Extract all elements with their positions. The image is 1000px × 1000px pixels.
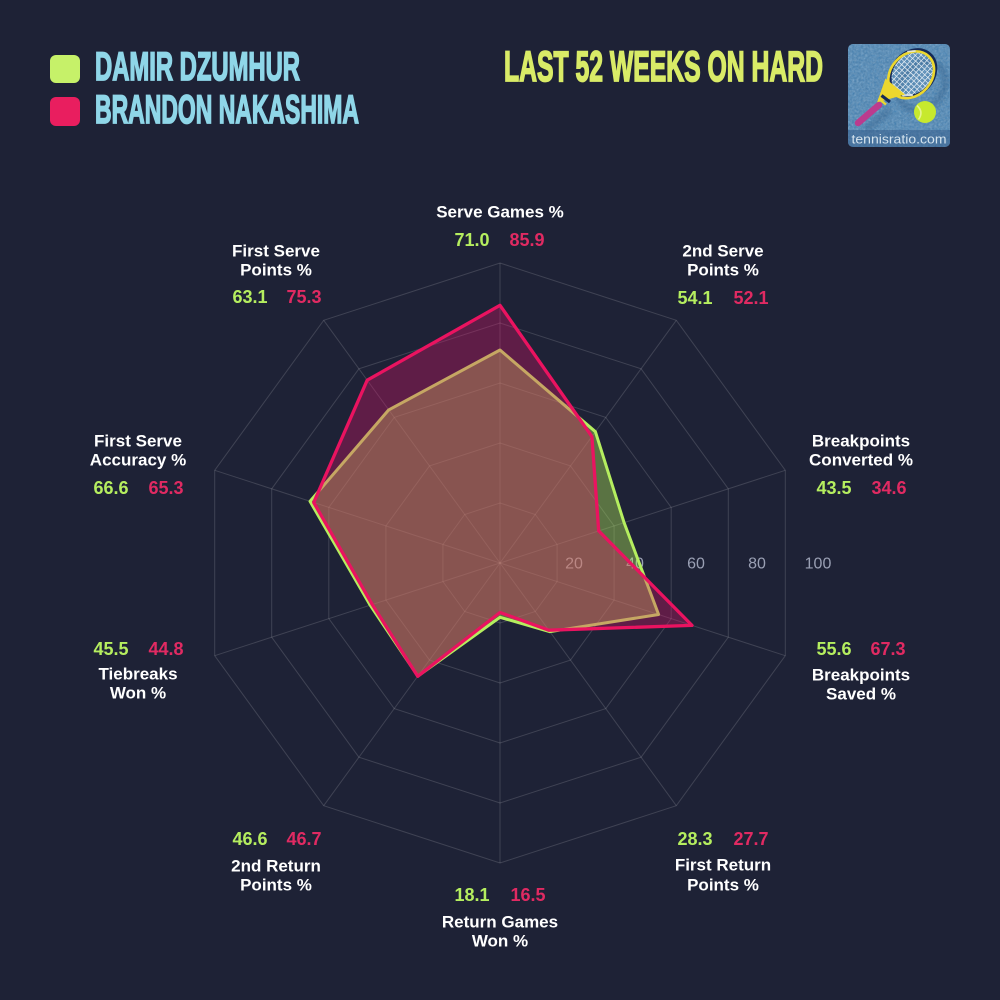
svg-text:LAST 52 WEEKS ON HARD: LAST 52 WEEKS ON HARD	[504, 43, 823, 91]
svg-text:63.1: 63.1	[232, 287, 267, 307]
svg-text:First Serve: First Serve	[94, 432, 182, 451]
svg-text:Return Games: Return Games	[442, 913, 558, 932]
svg-text:First Serve: First Serve	[232, 242, 320, 261]
svg-text:55.6: 55.6	[816, 639, 851, 659]
svg-text:Tiebreaks: Tiebreaks	[98, 665, 177, 684]
svg-text:Breakpoints: Breakpoints	[812, 666, 910, 685]
svg-text:Won %: Won %	[472, 932, 528, 951]
svg-text:BRANDON NAKASHIMA: BRANDON NAKASHIMA	[95, 88, 359, 132]
svg-text:tennisratio.com: tennisratio.com	[852, 132, 947, 147]
svg-text:Points %: Points %	[240, 261, 312, 280]
svg-text:Points %: Points %	[240, 876, 312, 895]
svg-text:44.8: 44.8	[148, 639, 183, 659]
svg-text:18.1: 18.1	[454, 885, 489, 905]
svg-text:45.5: 45.5	[93, 639, 128, 659]
svg-text:2nd Serve: 2nd Serve	[682, 242, 763, 261]
svg-text:28.3: 28.3	[677, 829, 712, 849]
svg-text:Serve Games %: Serve Games %	[436, 203, 564, 222]
svg-text:Accuracy %: Accuracy %	[90, 451, 186, 470]
svg-text:66.6: 66.6	[93, 478, 128, 498]
svg-text:20: 20	[565, 556, 583, 573]
svg-text:67.3: 67.3	[870, 639, 905, 659]
svg-text:100: 100	[805, 556, 832, 573]
svg-text:52.1: 52.1	[733, 288, 768, 308]
svg-text:75.3: 75.3	[286, 287, 321, 307]
svg-text:71.0: 71.0	[454, 230, 489, 250]
svg-text:43.5: 43.5	[816, 478, 851, 498]
svg-text:Saved %: Saved %	[826, 685, 896, 704]
svg-text:2nd Return: 2nd Return	[231, 857, 321, 876]
svg-text:Converted %: Converted %	[809, 451, 913, 470]
svg-text:Points %: Points %	[687, 876, 759, 895]
svg-text:85.9: 85.9	[509, 230, 544, 250]
svg-text:65.3: 65.3	[148, 478, 183, 498]
svg-text:Breakpoints: Breakpoints	[812, 432, 910, 451]
svg-text:46.6: 46.6	[232, 829, 267, 849]
svg-text:First Return: First Return	[675, 856, 771, 875]
svg-text:80: 80	[748, 556, 766, 573]
svg-text:16.5: 16.5	[510, 885, 545, 905]
svg-text:27.7: 27.7	[733, 829, 768, 849]
svg-text:54.1: 54.1	[677, 288, 712, 308]
svg-text:46.7: 46.7	[286, 829, 321, 849]
svg-text:Won %: Won %	[110, 684, 166, 703]
svg-text:34.6: 34.6	[871, 478, 906, 498]
svg-text:DAMIR DZUMHUR: DAMIR DZUMHUR	[95, 45, 300, 89]
svg-text:Points %: Points %	[687, 261, 759, 280]
svg-text:60: 60	[687, 556, 705, 573]
